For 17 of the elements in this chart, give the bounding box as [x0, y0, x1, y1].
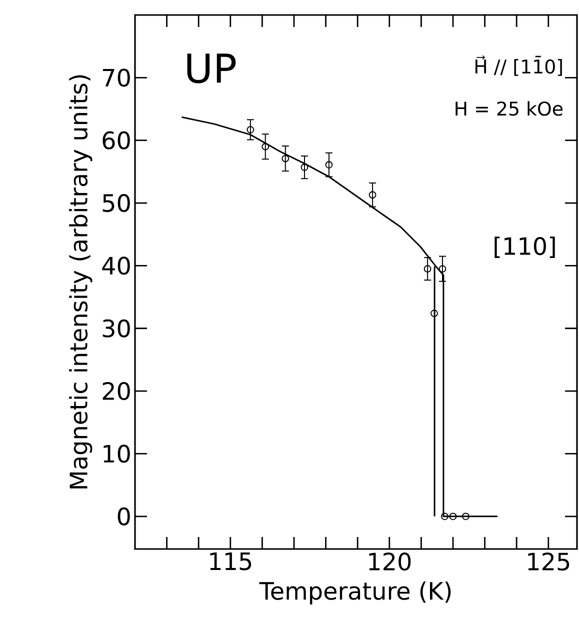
annotation: H⃗ // [11̄0]	[475, 56, 562, 76]
y-tick-label: 70	[103, 68, 130, 87]
x-tick-label: 120	[369, 552, 411, 571]
annotation: H = 25 kOe	[456, 101, 563, 116]
y-tick-label: 60	[102, 131, 130, 150]
y-tick-label: 30	[102, 319, 130, 338]
y-tick-label: 10	[104, 444, 130, 463]
y-tick-label: 40	[102, 256, 130, 275]
x-axis-title: Temperature (K)	[259, 581, 451, 605]
x-tick-label: 125	[528, 552, 570, 571]
y-tick-label: 50	[102, 194, 130, 212]
annotation: UP	[187, 54, 236, 84]
annotation: [110]	[494, 236, 555, 258]
y-tick-label: 0	[118, 507, 130, 526]
x-tick-label: 115	[210, 552, 252, 570]
y-tick-label: 20	[102, 382, 130, 400]
y-axis-title: Magnetic intensity (arbitrary units)	[69, 75, 92, 488]
